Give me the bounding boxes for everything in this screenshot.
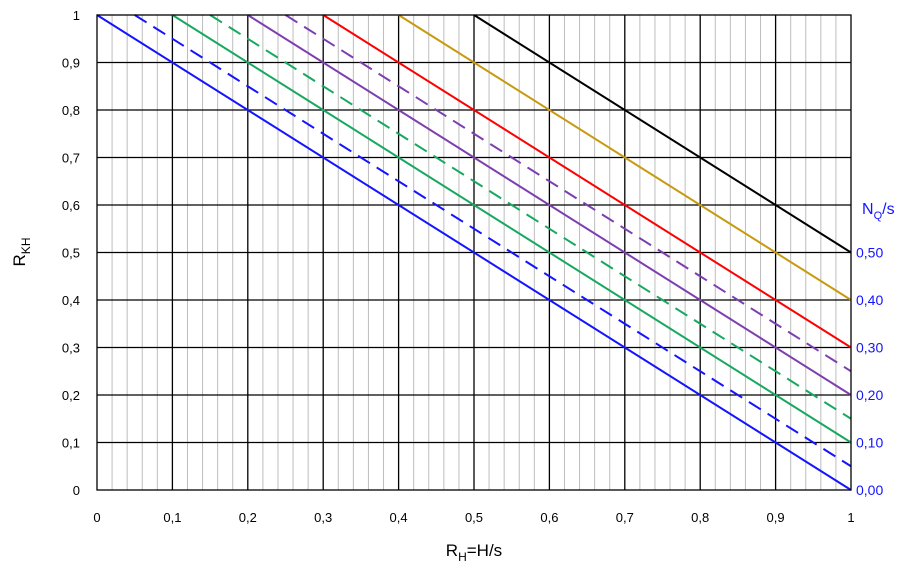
series-line-1: [134, 14, 852, 468]
x-tick-label: 0,4: [390, 510, 408, 525]
major-grid: [97, 15, 851, 490]
y2-tick-label: 0,50: [856, 245, 883, 261]
y2-tick-label: 0,40: [856, 292, 883, 308]
x-tick-label: 0,2: [239, 510, 257, 525]
plot-border: [96, 14, 852, 491]
x-tick-label: 1: [847, 510, 854, 525]
y2-tick-label: 0,30: [856, 340, 883, 356]
y-tick-label: 0,9: [62, 56, 80, 71]
y-tick-labels: 0 0,1 0,2 0,3 0,4 0,5 0,6 0,7 0,8 0,9 1: [62, 8, 80, 498]
y2-tick-label: 0,10: [856, 435, 883, 451]
plot-frame: [96, 14, 852, 491]
x-tick-label: 0,5: [465, 510, 483, 525]
x-tick-label: 0,1: [163, 510, 181, 525]
series-line-7: [398, 14, 852, 301]
series-line-6: [322, 14, 852, 349]
y2-tick-label: 0,20: [856, 387, 883, 403]
y-tick-label: 0,6: [62, 198, 80, 213]
series-line-0: [96, 14, 852, 491]
y-tick-label: 0,4: [62, 293, 80, 308]
x-tick-label: 0,9: [767, 510, 785, 525]
y-tick-label: 0: [73, 483, 80, 498]
series-line-8: [473, 14, 852, 254]
y-tick-label: 0,1: [62, 436, 80, 451]
series-line-2: [171, 14, 852, 444]
y-tick-label: 0,2: [62, 388, 80, 403]
x-tick-label: 0,6: [540, 510, 558, 525]
y2-tick-label: 0,00: [856, 482, 883, 498]
y-axis-title: RKH: [10, 238, 33, 267]
x-tick-label: 0,8: [691, 510, 709, 525]
x-tick-label: 0,7: [616, 510, 634, 525]
series-line-4: [247, 14, 852, 396]
y2-tick-labels: 0,00 0,10 0,20 0,30 0,40 0,50: [856, 245, 883, 499]
x-tick-labels: 0 0,1 0,2 0,3 0,4 0,5 0,6 0,7 0,8 0,9 1: [93, 510, 854, 525]
x-tick-label: 0: [93, 510, 100, 525]
x-axis-title: RH=H/s: [446, 541, 502, 564]
y-tick-label: 0,8: [62, 103, 80, 118]
series-line-3: [209, 14, 852, 420]
y2-axis-title: NQ/s: [862, 201, 895, 222]
series-line-5: [284, 14, 852, 373]
series-lines: [96, 14, 852, 491]
y-tick-label: 1: [73, 8, 80, 23]
y-tick-label: 0,3: [62, 341, 80, 356]
y-tick-label: 0,5: [62, 246, 80, 261]
x-tick-label: 0,3: [314, 510, 332, 525]
y-tick-label: 0,7: [62, 151, 80, 166]
